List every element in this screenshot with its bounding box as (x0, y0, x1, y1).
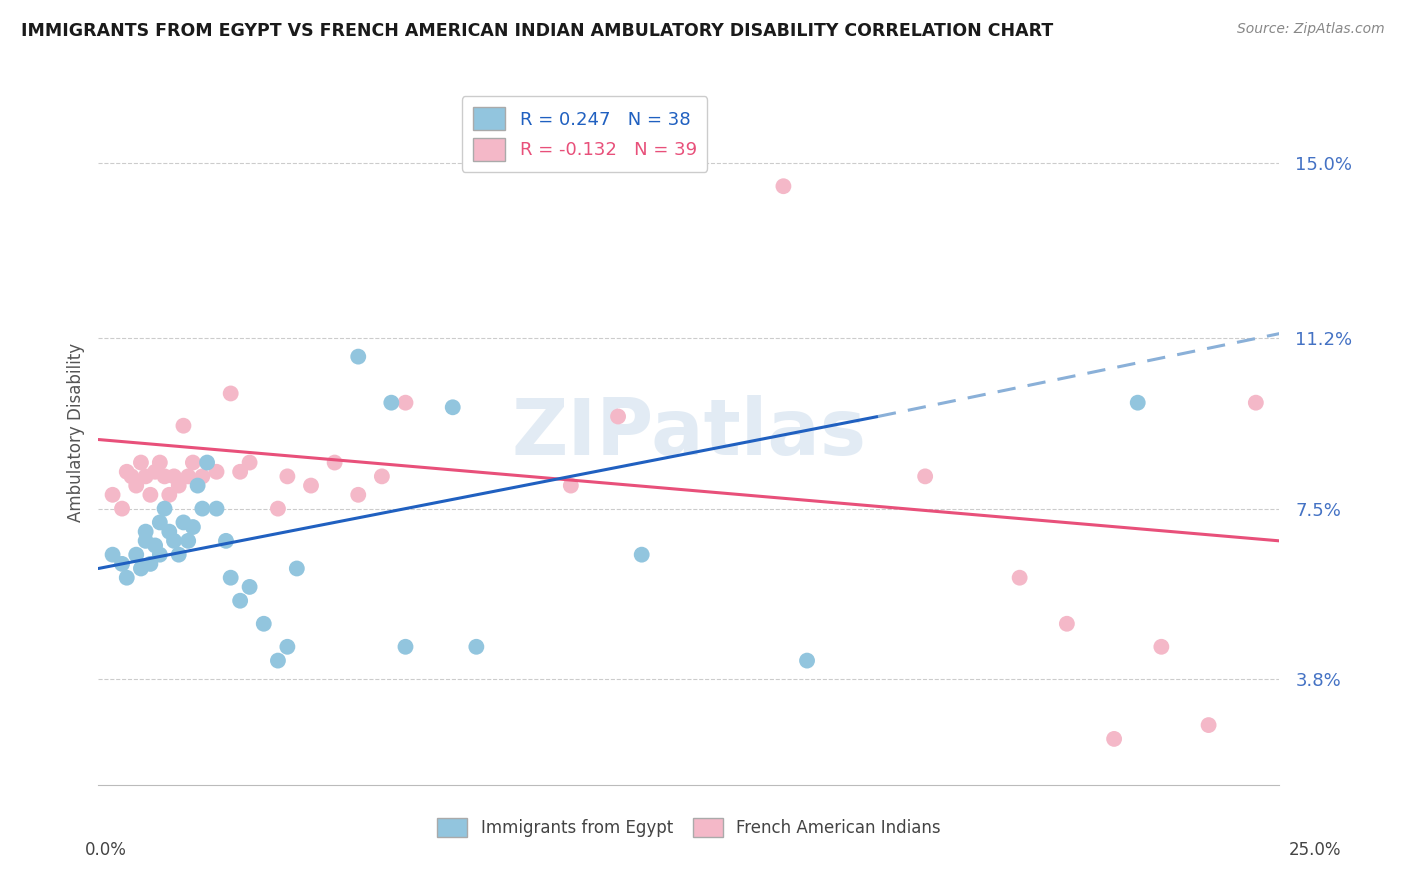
Point (181, 456, 204, 470)
Point (215, 533, 238, 548)
Point (239, 456, 262, 470)
Point (1056, 616, 1078, 631)
Point (125, 478, 148, 492)
Point (129, 561, 152, 575)
Point (139, 488, 162, 502)
Point (195, 456, 218, 470)
Point (276, 469, 298, 483)
Point (267, 654, 290, 668)
Text: Source: ZipAtlas.com: Source: ZipAtlas.com (1237, 22, 1385, 37)
Point (299, 478, 322, 492)
Point (205, 501, 228, 516)
Point (157, 524, 180, 539)
Point (135, 533, 157, 548)
Point (181, 520, 204, 534)
Point (394, 640, 416, 654)
Point (167, 478, 190, 492)
Point (167, 548, 190, 562)
Point (111, 557, 134, 571)
Point (914, 469, 936, 483)
Point (172, 516, 194, 530)
Point (772, 179, 794, 194)
Text: ZIPatlas: ZIPatlas (512, 394, 866, 471)
Point (163, 469, 186, 483)
Point (285, 561, 308, 575)
Point (187, 478, 209, 492)
Point (157, 488, 180, 502)
Point (1126, 395, 1149, 409)
Point (191, 469, 214, 483)
Point (267, 501, 290, 516)
Point (1198, 718, 1220, 732)
Point (205, 465, 228, 479)
Point (163, 533, 186, 548)
Point (1102, 731, 1125, 746)
Point (135, 469, 157, 483)
Y-axis label: Ambulatory Disability: Ambulatory Disability (66, 343, 84, 522)
Point (177, 469, 200, 483)
Point (115, 571, 138, 585)
Point (125, 548, 148, 562)
Point (149, 516, 172, 530)
Point (371, 469, 394, 483)
Point (143, 539, 166, 553)
Point (177, 533, 200, 548)
Point (796, 654, 818, 668)
Point (1008, 571, 1031, 585)
Point (191, 501, 214, 516)
Text: IMMIGRANTS FROM EGYPT VS FRENCH AMERICAN INDIAN AMBULATORY DISABILITY CORRELATIO: IMMIGRANTS FROM EGYPT VS FRENCH AMERICAN… (21, 22, 1053, 40)
Legend: Immigrants from Egypt, French American Indians: Immigrants from Egypt, French American I… (430, 811, 948, 844)
Point (607, 409, 630, 424)
Point (219, 386, 242, 401)
Point (149, 456, 172, 470)
Point (630, 548, 652, 562)
Point (1150, 640, 1173, 654)
Point (380, 395, 402, 409)
Point (121, 469, 143, 483)
Point (101, 488, 124, 502)
Point (229, 465, 252, 479)
Point (394, 395, 416, 409)
Point (1244, 395, 1267, 409)
Point (465, 640, 488, 654)
Point (149, 548, 172, 562)
Point (101, 548, 124, 562)
Point (143, 465, 166, 479)
Point (229, 593, 252, 607)
Point (115, 465, 138, 479)
Point (129, 456, 152, 470)
Point (323, 456, 346, 470)
Text: 0.0%: 0.0% (84, 840, 127, 858)
Point (560, 478, 582, 492)
Point (135, 524, 157, 539)
Point (276, 640, 298, 654)
Point (153, 469, 176, 483)
Point (347, 488, 370, 502)
Point (139, 557, 162, 571)
Point (441, 401, 464, 415)
Point (253, 616, 276, 631)
Text: 25.0%: 25.0% (1288, 840, 1341, 858)
Point (153, 501, 176, 516)
Point (239, 580, 262, 594)
Point (219, 571, 242, 585)
Point (111, 501, 134, 516)
Point (347, 350, 370, 364)
Point (172, 418, 194, 433)
